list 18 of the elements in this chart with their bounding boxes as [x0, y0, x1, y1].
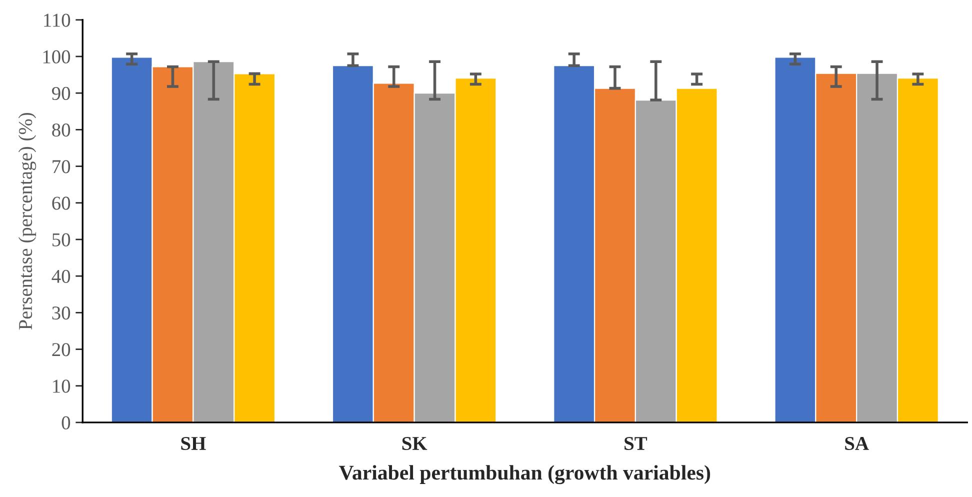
y-tick-label: 20	[52, 343, 70, 356]
x-axis-title: Variabel pertumbuhan (growth variables)	[339, 465, 710, 484]
y-tick-label: 90	[52, 86, 70, 100]
y-tick-label: 30	[52, 306, 70, 320]
y-tick-label: 80	[52, 123, 70, 137]
y-tick-label: 10	[53, 380, 70, 393]
x-tick-label: ST	[624, 436, 648, 450]
y-tick-label: 0	[62, 416, 70, 430]
y-tick-label: 60	[52, 196, 70, 210]
y-tick-label: 110	[44, 14, 70, 27]
x-tick-label: SK	[402, 436, 428, 450]
x-tick-label: SH	[181, 436, 206, 450]
y-tick-label: 70	[52, 160, 70, 174]
y-tick-label: 50	[52, 233, 70, 246]
x-tick-label: SA	[845, 436, 869, 450]
y-axis-title: Persentase (percentage) (%)	[18, 112, 36, 330]
y-tick-label: 40	[52, 270, 70, 283]
y-tick-label: 100	[43, 50, 70, 64]
